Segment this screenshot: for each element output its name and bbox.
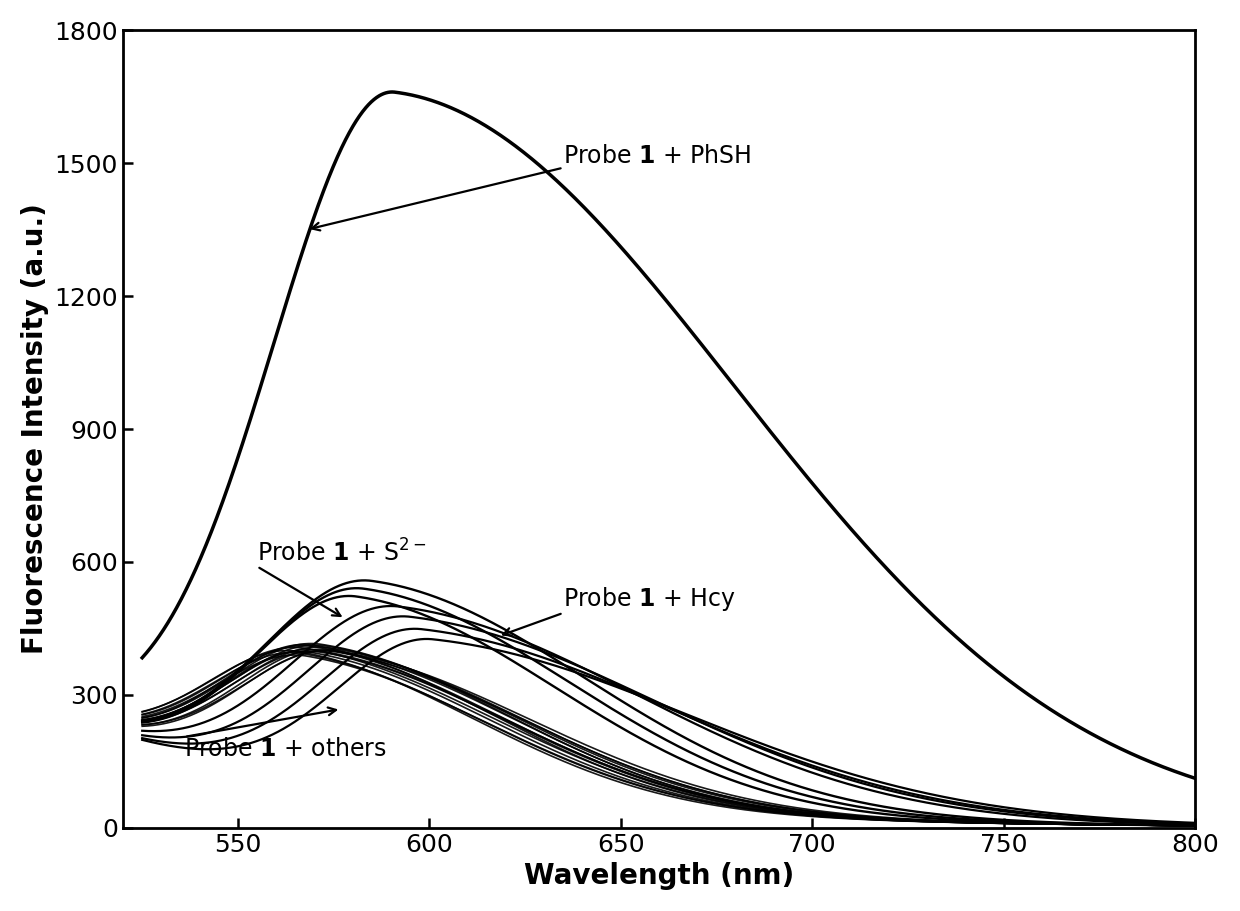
Y-axis label: Fluorescence Intensity (a.u.): Fluorescence Intensity (a.u.)	[21, 203, 48, 654]
Text: Probe $\mathbf{1}$ + Hcy: Probe $\mathbf{1}$ + Hcy	[563, 585, 737, 613]
Text: Probe $\mathbf{1}$ + S$^{2-}$: Probe $\mathbf{1}$ + S$^{2-}$	[257, 539, 427, 567]
X-axis label: Wavelength (nm): Wavelength (nm)	[525, 862, 794, 890]
Text: Probe $\mathbf{1}$ + others: Probe $\mathbf{1}$ + others	[185, 737, 387, 761]
Text: Probe $\mathbf{1}$ + PhSH: Probe $\mathbf{1}$ + PhSH	[563, 144, 751, 168]
